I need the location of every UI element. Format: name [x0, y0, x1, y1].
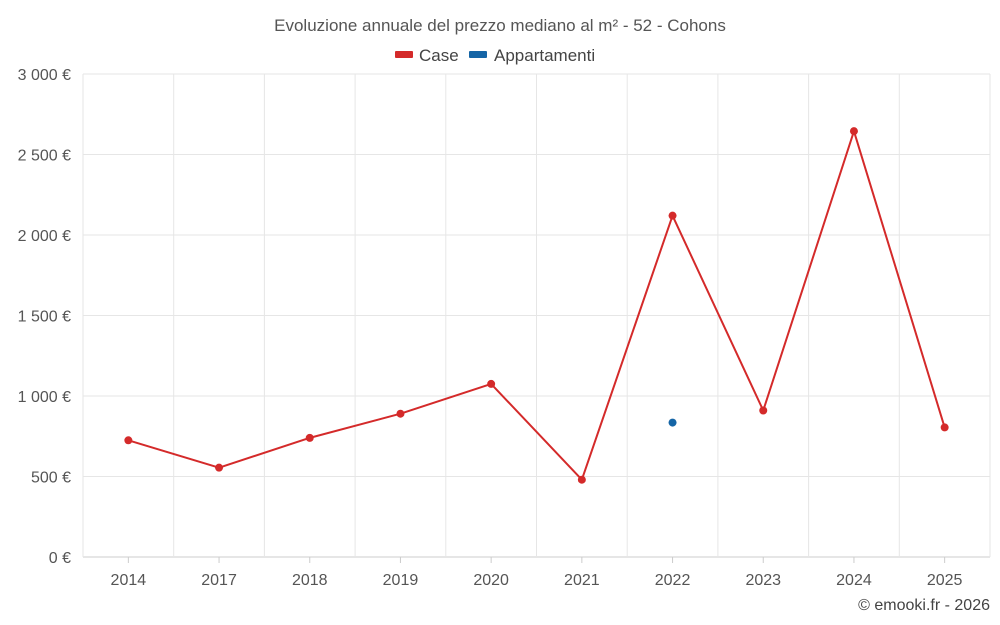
legend-item-appartamenti[interactable]: Appartamenti — [469, 46, 595, 65]
data-point-case-2021 — [577, 475, 586, 484]
data-point-case-2020 — [487, 379, 496, 388]
data-point-case-2022 — [668, 211, 677, 220]
y-tick-label: 500 € — [31, 470, 71, 487]
series-layer — [124, 127, 949, 484]
y-tick-label: 0 € — [49, 550, 71, 567]
y-tick-label: 1 000 € — [18, 389, 71, 406]
x-tick-label: 2024 — [836, 572, 872, 589]
series-line-case — [128, 130, 946, 481]
legend-label-case: Case — [419, 46, 459, 65]
data-point-case-2017 — [215, 463, 224, 472]
data-point-appartamenti-2022 — [668, 418, 677, 427]
chart-title: Evoluzione annuale del prezzo mediano al… — [274, 16, 726, 35]
legend-label-appartamenti: Appartamenti — [494, 46, 595, 65]
y-tick-label: 2 500 € — [18, 148, 71, 165]
legend: Case Appartamenti — [395, 46, 595, 65]
data-point-case-2024 — [849, 127, 858, 136]
x-tick-label: 2014 — [111, 572, 147, 589]
data-point-case-2014 — [124, 436, 133, 445]
y-tick-label: 3 000 € — [18, 67, 71, 84]
x-tick-label: 2020 — [473, 572, 509, 589]
x-tick-label: 2025 — [927, 572, 963, 589]
x-tick-label: 2023 — [745, 572, 781, 589]
data-point-case-2025 — [940, 423, 949, 432]
grid-lines — [82, 73, 991, 558]
data-point-case-2019 — [396, 409, 405, 418]
legend-swatch-appartamenti — [469, 51, 487, 58]
y-axis-ticks: 0 € 500 € 1 000 € 1 500 € 2 000 € 2 500 € 3 00… — [18, 67, 71, 567]
x-tick-label: 2021 — [564, 572, 600, 589]
x-tick-label: 2019 — [383, 572, 419, 589]
data-point-case-2023 — [759, 406, 768, 415]
x-axis-ticks: 2014 2017 2018 2019 2020 2021 2022 2023 2024 2025 — [111, 557, 963, 589]
x-tick-label: 2022 — [655, 572, 691, 589]
y-tick-label: 1 500 € — [18, 309, 71, 326]
legend-item-case[interactable]: Case — [395, 46, 459, 65]
x-tick-label: 2018 — [292, 572, 328, 589]
y-tick-label: 2 000 € — [18, 228, 71, 245]
data-point-case-2018 — [305, 433, 314, 442]
x-tick-label: 2017 — [201, 572, 237, 589]
legend-swatch-case — [395, 51, 413, 58]
chart-credit: © emooki.fr - 2026 — [858, 597, 990, 614]
